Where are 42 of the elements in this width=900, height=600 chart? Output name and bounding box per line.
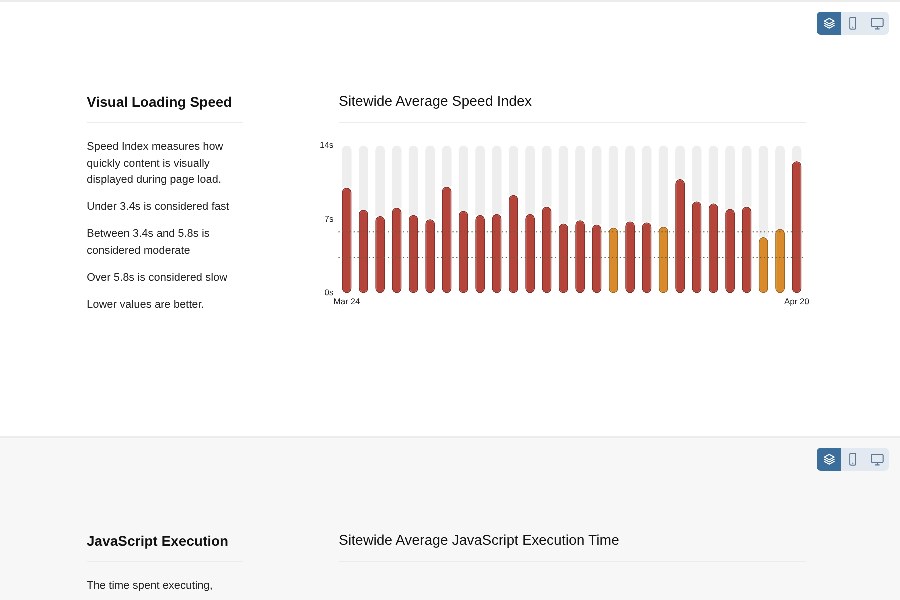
text: Visual Loading Speed xyxy=(87,93,232,111)
bar xyxy=(692,146,702,202)
text: Under 3.4s is considered fast xyxy=(87,200,230,215)
bar xyxy=(758,146,768,238)
bar xyxy=(658,146,668,227)
bar xyxy=(526,146,536,214)
bar xyxy=(492,146,502,214)
bar xyxy=(458,146,468,212)
text: Speed Index measures how quickly content is visually displayed during page load. xyxy=(87,140,224,188)
text: Between 3.4s and 5.8s is considered moderate xyxy=(87,227,211,258)
bar xyxy=(592,146,602,225)
text: JavaScript Execution xyxy=(87,532,229,550)
text: The time spent executing, xyxy=(87,579,214,594)
bar xyxy=(726,146,736,209)
bar xyxy=(392,146,402,208)
y-tick-label: 7s xyxy=(324,214,334,224)
y-tick-label: 14s xyxy=(320,140,334,150)
chart-title: Sitewide Average Speed Index xyxy=(339,93,532,111)
bar xyxy=(408,146,418,216)
bar xyxy=(442,146,452,187)
bar xyxy=(776,146,786,229)
bar xyxy=(676,146,686,180)
bar xyxy=(426,146,436,220)
y-tick-label: 0s xyxy=(324,288,334,298)
bar xyxy=(476,146,486,216)
bar xyxy=(342,146,352,188)
bar xyxy=(708,146,718,204)
text: Lower values are better. xyxy=(87,298,206,312)
bar xyxy=(558,146,568,224)
bar xyxy=(742,146,752,207)
text: Over 5.8s is considered slow xyxy=(87,270,229,286)
x-tick-label: Mar 24 xyxy=(334,296,361,307)
bar xyxy=(508,146,518,196)
bar xyxy=(542,146,552,207)
bar xyxy=(608,146,618,228)
bar xyxy=(358,146,368,210)
bar xyxy=(626,146,636,222)
bar xyxy=(376,146,386,216)
bar xyxy=(642,146,652,223)
x-tick-label: Apr 20 xyxy=(784,296,810,307)
text: Sitewide Average JavaScript Execution Time xyxy=(339,532,620,550)
bar xyxy=(576,146,586,221)
